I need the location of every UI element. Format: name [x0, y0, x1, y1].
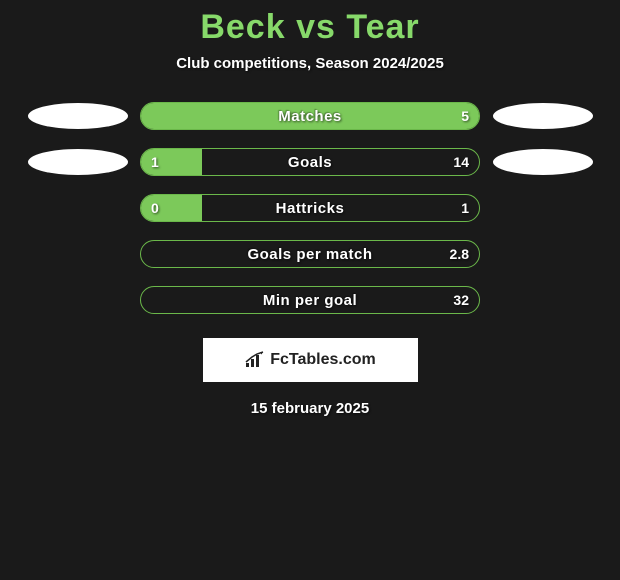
comparison-infographic: Beck vs Tear Club competitions, Season 2…	[0, 0, 620, 417]
subtitle: Club competitions, Season 2024/2025	[176, 55, 444, 72]
team2-logo	[490, 195, 595, 221]
stat-value-right: 2.8	[450, 246, 469, 262]
date-label: 15 february 2025	[251, 400, 369, 417]
stat-value-left: 0	[151, 200, 159, 216]
stat-label: Min per goal	[141, 292, 479, 309]
stat-bar: Goals per match2.8	[140, 240, 480, 268]
team1-logo	[25, 103, 130, 129]
logo-ellipse-icon	[493, 103, 593, 129]
brand-box: FcTables.com	[203, 338, 418, 382]
stat-value-right: 1	[461, 200, 469, 216]
stat-bar: Matches5	[140, 102, 480, 130]
stat-row: Hattricks0 1	[25, 194, 595, 222]
page-title: Beck vs Tear	[200, 8, 419, 47]
stat-row: Min per goal32	[25, 286, 595, 314]
stat-bar: Hattricks0 1	[140, 194, 480, 222]
player1-name: Beck	[200, 8, 285, 46]
team2-logo	[490, 241, 595, 267]
stat-label: Hattricks	[141, 200, 479, 217]
stat-value-right: 32	[453, 292, 469, 308]
logo-ellipse-icon	[28, 103, 128, 129]
player2-name: Tear	[346, 8, 419, 46]
stat-label: Goals	[141, 154, 479, 171]
brand: FcTables.com	[244, 351, 376, 369]
stat-label: Matches	[141, 108, 479, 125]
vs-label: vs	[296, 8, 336, 46]
team2-logo	[490, 287, 595, 313]
team2-logo	[490, 149, 595, 175]
team1-logo	[25, 195, 130, 221]
brand-text: FcTables.com	[270, 351, 376, 369]
team1-logo	[25, 287, 130, 313]
stat-bar: Min per goal32	[140, 286, 480, 314]
stat-value-right: 14	[453, 154, 469, 170]
stat-bar: Goals1 14	[140, 148, 480, 176]
team2-logo	[490, 103, 595, 129]
stat-row: Goals per match2.8	[25, 240, 595, 268]
team1-logo	[25, 149, 130, 175]
stats-list: Matches5Goals114Hattricks01Goals per mat…	[25, 102, 595, 332]
stat-row: Matches5	[25, 102, 595, 130]
logo-ellipse-icon	[493, 149, 593, 175]
stat-value-right: 5	[461, 108, 469, 124]
logo-ellipse-icon	[28, 149, 128, 175]
stat-row: Goals1 14	[25, 148, 595, 176]
chart-icon	[244, 351, 266, 369]
stat-value-left: 1	[151, 154, 159, 170]
stat-label: Goals per match	[141, 246, 479, 263]
team1-logo	[25, 241, 130, 267]
